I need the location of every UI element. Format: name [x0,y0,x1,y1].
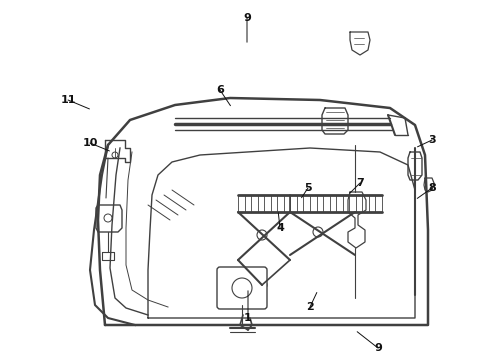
Text: 4: 4 [276,223,284,233]
Text: 11: 11 [60,95,76,105]
Text: 9: 9 [374,343,382,353]
Text: 3: 3 [428,135,436,145]
Text: 6: 6 [216,85,224,95]
Text: 9: 9 [243,13,251,23]
FancyBboxPatch shape [217,267,267,309]
Text: 7: 7 [356,178,364,188]
Text: 2: 2 [306,302,314,312]
Text: 8: 8 [428,183,436,193]
Text: 1: 1 [244,313,252,323]
Text: 10: 10 [82,138,98,148]
Text: 5: 5 [304,183,312,193]
